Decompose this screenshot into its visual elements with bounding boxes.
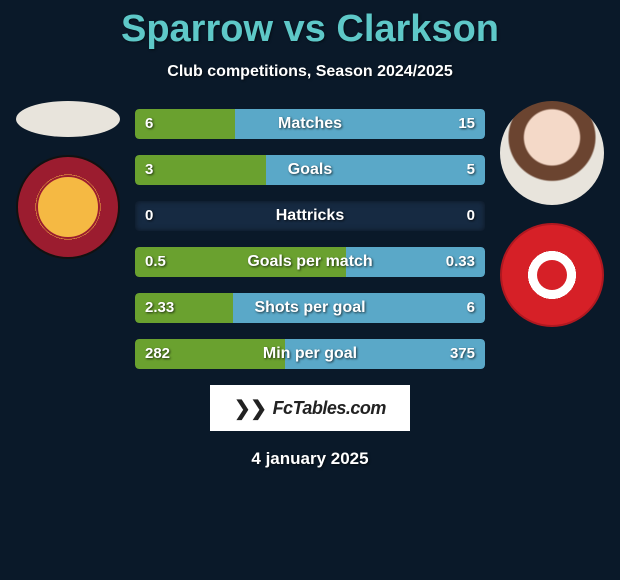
stat-label: Shots per goal: [135, 293, 485, 323]
stat-label: Min per goal: [135, 339, 485, 369]
stat-bars: 615Matches 35Goals 00Hattricks 0.50.33Goals…: [135, 109, 485, 369]
right-club-badge: [500, 223, 604, 327]
brand-badge: ❯❯ FcTables.com: [210, 385, 410, 431]
left-club-badge: [16, 155, 120, 259]
brand-icon: ❯❯: [234, 396, 267, 421]
comparison-panel: 615Matches 35Goals 00Hattricks 0.50.33Goals…: [0, 109, 620, 369]
stat-label: Hattricks: [135, 201, 485, 231]
stat-row: 35Goals: [135, 155, 485, 185]
left-player-column: [8, 101, 128, 259]
left-player-photo: [16, 101, 120, 137]
right-player-column: [492, 101, 612, 327]
stat-label: Goals: [135, 155, 485, 185]
stat-label: Matches: [135, 109, 485, 139]
stat-label: Goals per match: [135, 247, 485, 277]
stat-row: 282375Min per goal: [135, 339, 485, 369]
page-subtitle: Club competitions, Season 2024/2025: [0, 63, 620, 81]
date-text: 4 january 2025: [0, 449, 620, 469]
right-player-photo: [500, 101, 604, 205]
page-title: Sparrow vs Clarkson: [0, 0, 620, 51]
stat-row: 00Hattricks: [135, 201, 485, 231]
brand-text: FcTables.com: [273, 398, 386, 419]
stat-row: 2.336Shots per goal: [135, 293, 485, 323]
stat-row: 0.50.33Goals per match: [135, 247, 485, 277]
stat-row: 615Matches: [135, 109, 485, 139]
